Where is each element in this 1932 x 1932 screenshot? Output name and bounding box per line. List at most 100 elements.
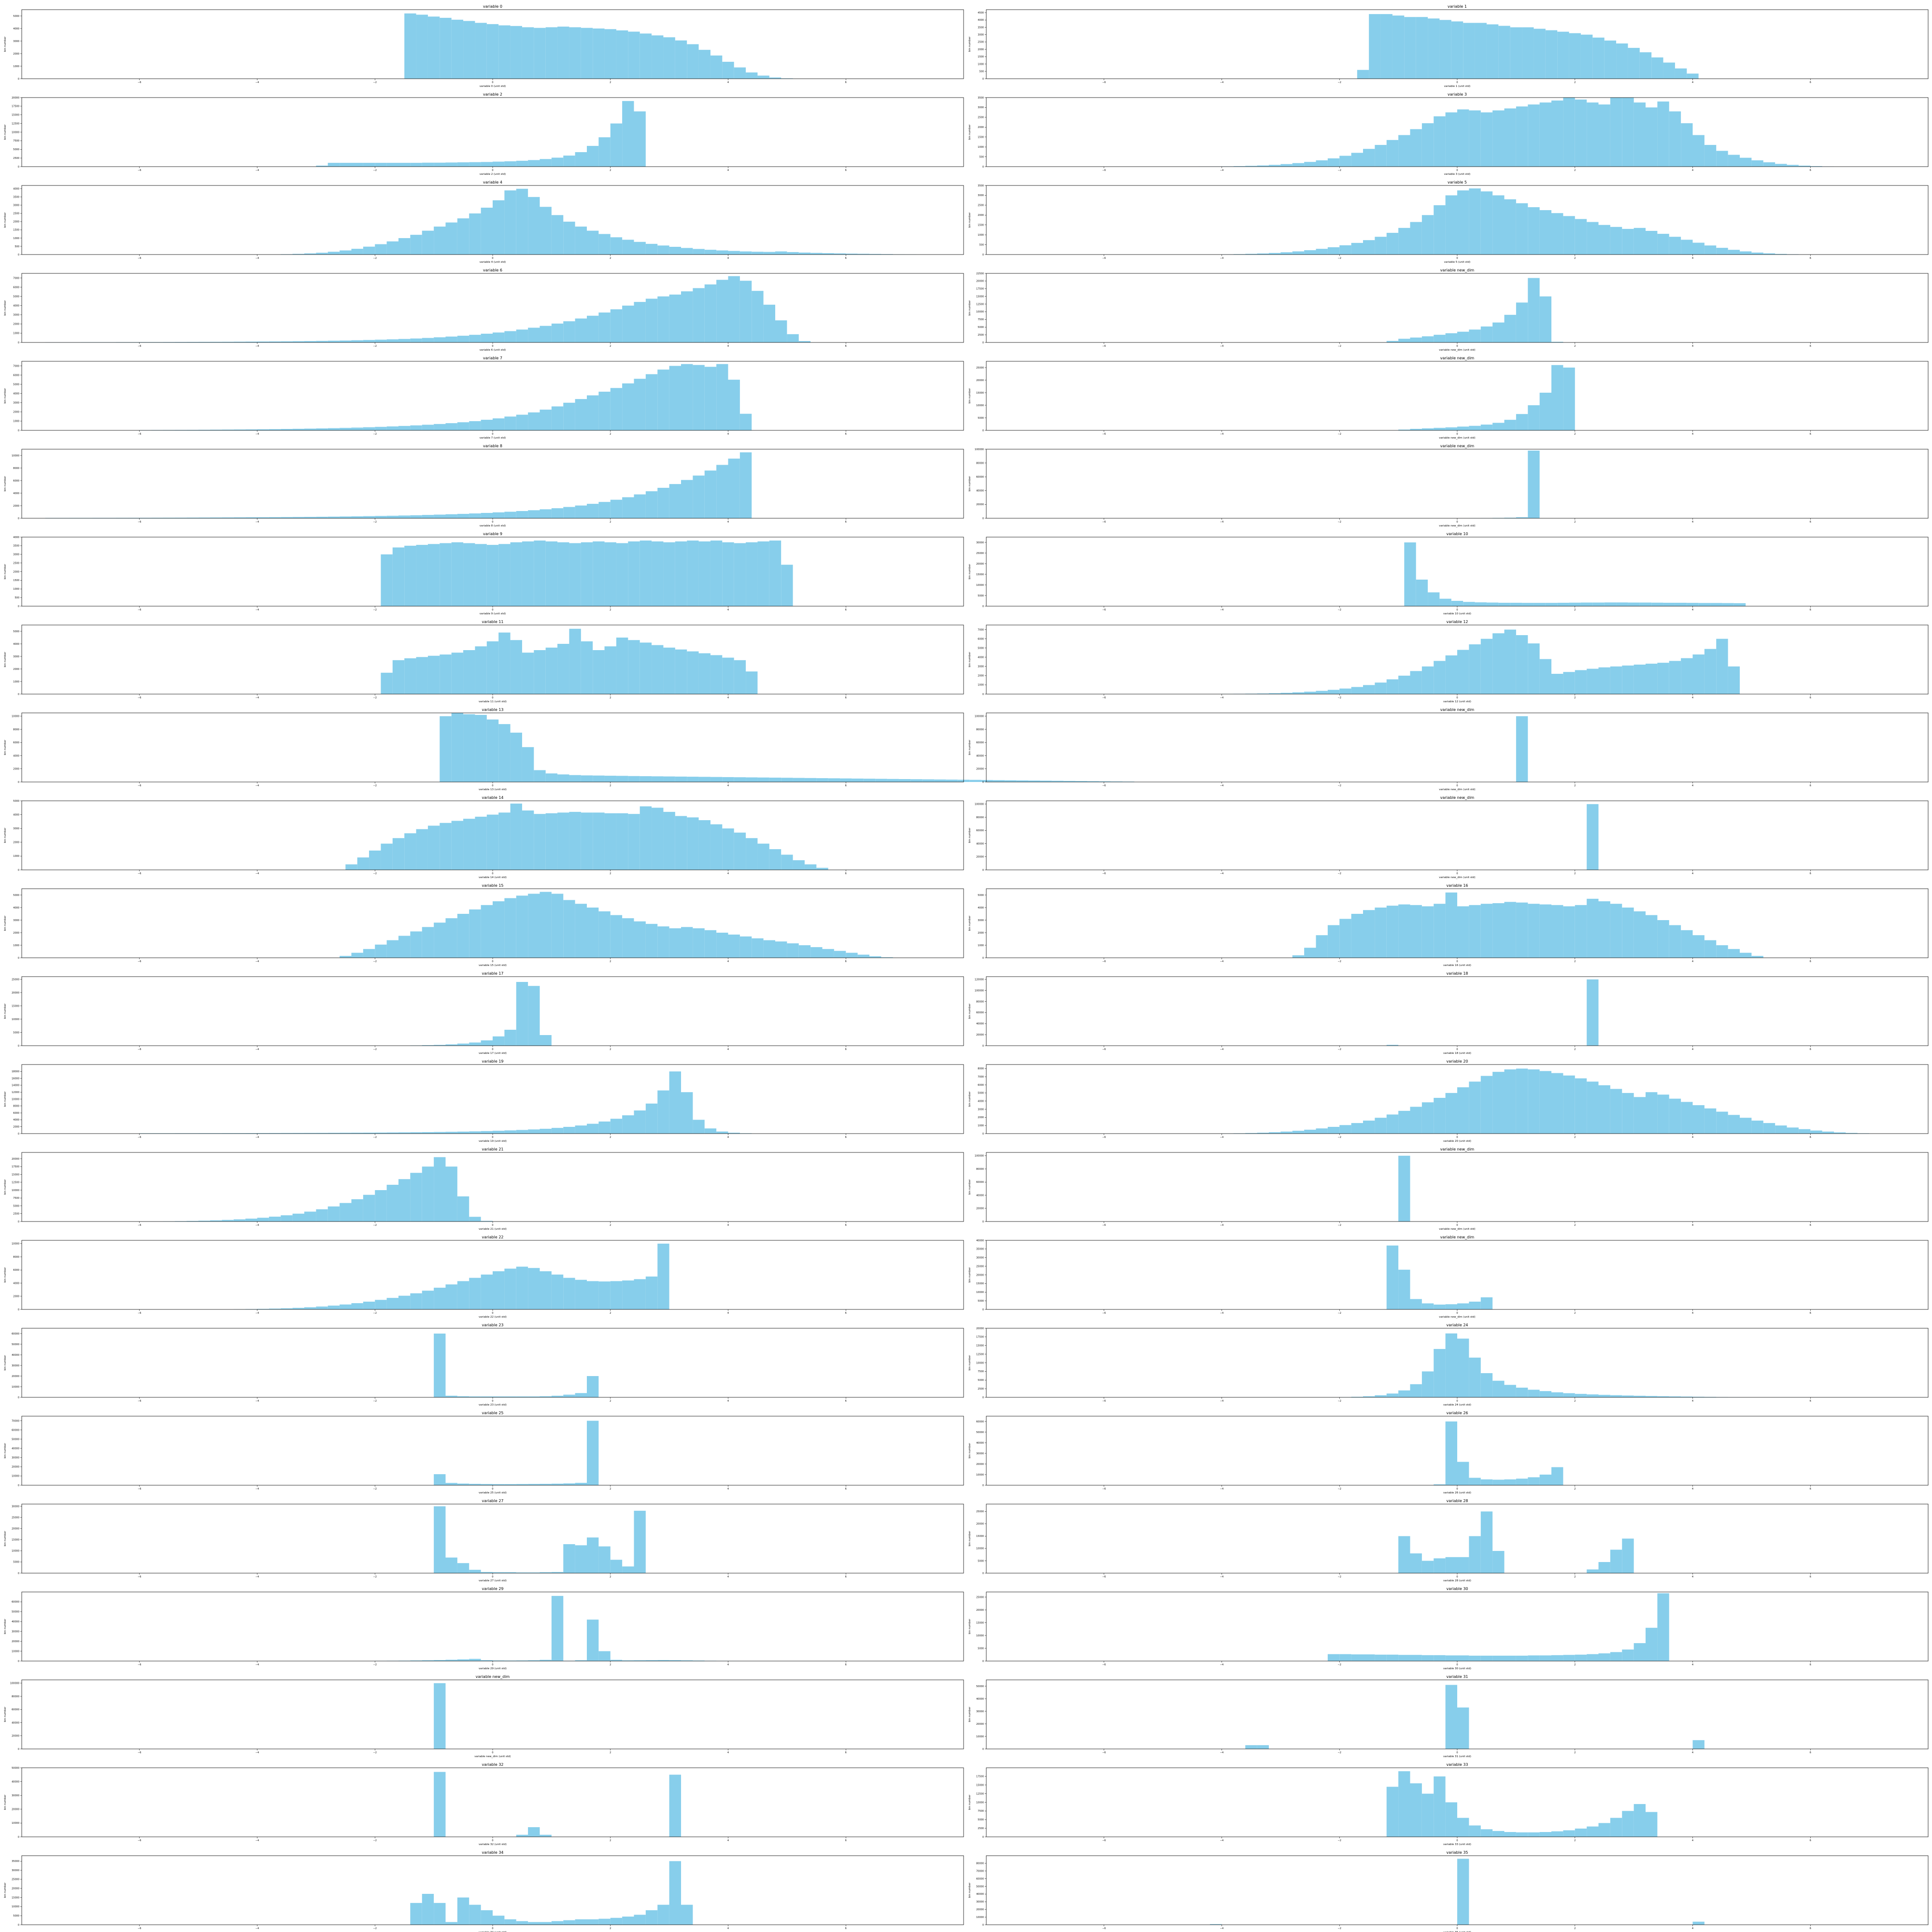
y-tick-label: 5000 <box>978 647 984 650</box>
histogram-bar <box>1722 603 1734 606</box>
histogram-bar <box>528 1484 540 1485</box>
histogram-bar <box>386 940 399 958</box>
histogram-bar <box>304 1211 316 1222</box>
histogram-bar <box>557 542 569 606</box>
histogram-bar <box>1528 278 1540 342</box>
x-tick-label: 2 <box>610 169 611 172</box>
histogram-bar <box>422 162 434 167</box>
histogram-bar <box>910 779 923 782</box>
histogram-bar <box>1510 602 1522 606</box>
y-tick-label: 5000 <box>13 15 19 18</box>
chart-title: variable 11 <box>482 620 504 624</box>
histogram-bar <box>540 1035 552 1046</box>
histogram-bar <box>1457 331 1469 342</box>
histogram-bar <box>1363 149 1375 167</box>
histogram-bar <box>1339 156 1351 167</box>
y-tick-label: 1500 <box>13 229 19 232</box>
histogram-bar <box>534 770 546 782</box>
chart-title: variable new_dim <box>1440 1147 1475 1151</box>
y-tick-label: 60000 <box>12 1601 19 1604</box>
histogram-bar <box>451 821 464 870</box>
histogram-bar <box>1646 915 1658 958</box>
y-tick-label: 15000 <box>976 1621 984 1624</box>
x-tick-label: −4 <box>1220 696 1223 699</box>
histogram-bar <box>1587 1654 1599 1661</box>
histogram-bar <box>969 780 981 782</box>
histogram-bar <box>540 207 552 255</box>
histogram-bar <box>1728 155 1740 167</box>
histogram-bar <box>410 931 422 958</box>
histogram-bar <box>222 1220 234 1222</box>
histogram-bar <box>233 341 246 342</box>
histogram-bar <box>598 1918 611 1925</box>
histogram-bar <box>233 1219 246 1222</box>
histogram-bar <box>575 1125 587 1134</box>
histogram-bar <box>1480 425 1493 430</box>
histogram-bar <box>1445 195 1458 255</box>
chart-title: variable 31 <box>1447 1675 1468 1679</box>
x-tick-label: −6 <box>138 609 141 611</box>
histogram-bar <box>1380 14 1392 79</box>
histogram-bar <box>486 545 499 606</box>
histogram-panel-42: −6 −4 −2 0 2 4 6050001000015000200002500030000… <box>4 1850 964 1932</box>
x-tick-label: −2 <box>1338 1048 1341 1051</box>
histogram-bar <box>1339 919 1351 958</box>
histogram-bar <box>1539 659 1552 694</box>
histogram-bar <box>728 1133 740 1134</box>
histogram-bar <box>739 413 752 430</box>
x-tick-label: −4 <box>1220 872 1223 875</box>
histogram-bar <box>698 653 710 694</box>
x-tick-label: −6 <box>138 345 141 348</box>
x-tick-label: 2 <box>610 1224 611 1227</box>
y-tick-label: 4000 <box>13 754 19 757</box>
histogram-bar <box>1692 935 1705 958</box>
histogram-bar <box>598 313 611 342</box>
x-tick-label: 0 <box>492 1312 493 1315</box>
x-tick-label: 0 <box>1456 1927 1458 1930</box>
histogram-bar <box>652 645 664 694</box>
histogram-bar <box>639 642 652 694</box>
y-tick-label: 2000 <box>13 570 19 573</box>
histogram-bar <box>375 516 387 518</box>
histogram-bar <box>1457 1087 1469 1134</box>
histogram-bar <box>687 777 699 782</box>
histogram-bar <box>1563 98 1575 167</box>
histogram-bar <box>1622 1811 1634 1837</box>
histogram-bar <box>693 928 705 958</box>
histogram-bar <box>734 660 746 694</box>
x-tick-label: −2 <box>1338 1663 1341 1666</box>
histogram-bar <box>1445 1655 1458 1661</box>
histogram-bar <box>628 776 640 782</box>
histogram-bar <box>593 541 605 606</box>
y-axis-label: bin number <box>968 915 971 931</box>
histogram-bar <box>1622 1093 1634 1134</box>
histogram-bar <box>410 338 422 342</box>
x-tick-label: 2 <box>1574 1751 1576 1754</box>
histogram-bar <box>1710 603 1722 606</box>
axes-frame <box>986 976 1929 1046</box>
y-tick-label: 7500 <box>978 318 984 321</box>
x-tick-label: 4 <box>727 872 729 875</box>
x-tick-label: −2 <box>1338 1839 1341 1842</box>
histogram-bar <box>675 649 687 694</box>
x-tick-label: 0 <box>492 1663 493 1666</box>
y-tick-label: 0 <box>18 693 19 696</box>
chart-title: variable 24 <box>1447 1323 1468 1327</box>
histogram-bar <box>575 505 587 518</box>
histogram-bar <box>757 75 769 79</box>
histogram-bar <box>593 812 605 870</box>
histogram-bar <box>1434 904 1446 958</box>
axes-frame <box>21 1328 964 1398</box>
histogram-bar <box>351 1303 363 1309</box>
histogram-bar <box>1428 592 1440 606</box>
histogram-bar <box>1716 945 1728 958</box>
histogram-bar <box>1610 1549 1622 1573</box>
x-axis-label: variable 12 (unit std) <box>1443 700 1471 703</box>
x-tick-label: 0 <box>1456 1839 1458 1842</box>
histogram-bar <box>722 61 734 79</box>
y-tick-label: 5000 <box>13 1205 19 1208</box>
y-axis-label: bin number <box>968 476 971 491</box>
x-tick-label: 4 <box>727 1488 729 1491</box>
histogram-bar <box>1634 1395 1646 1397</box>
histogram-bar <box>828 778 840 782</box>
